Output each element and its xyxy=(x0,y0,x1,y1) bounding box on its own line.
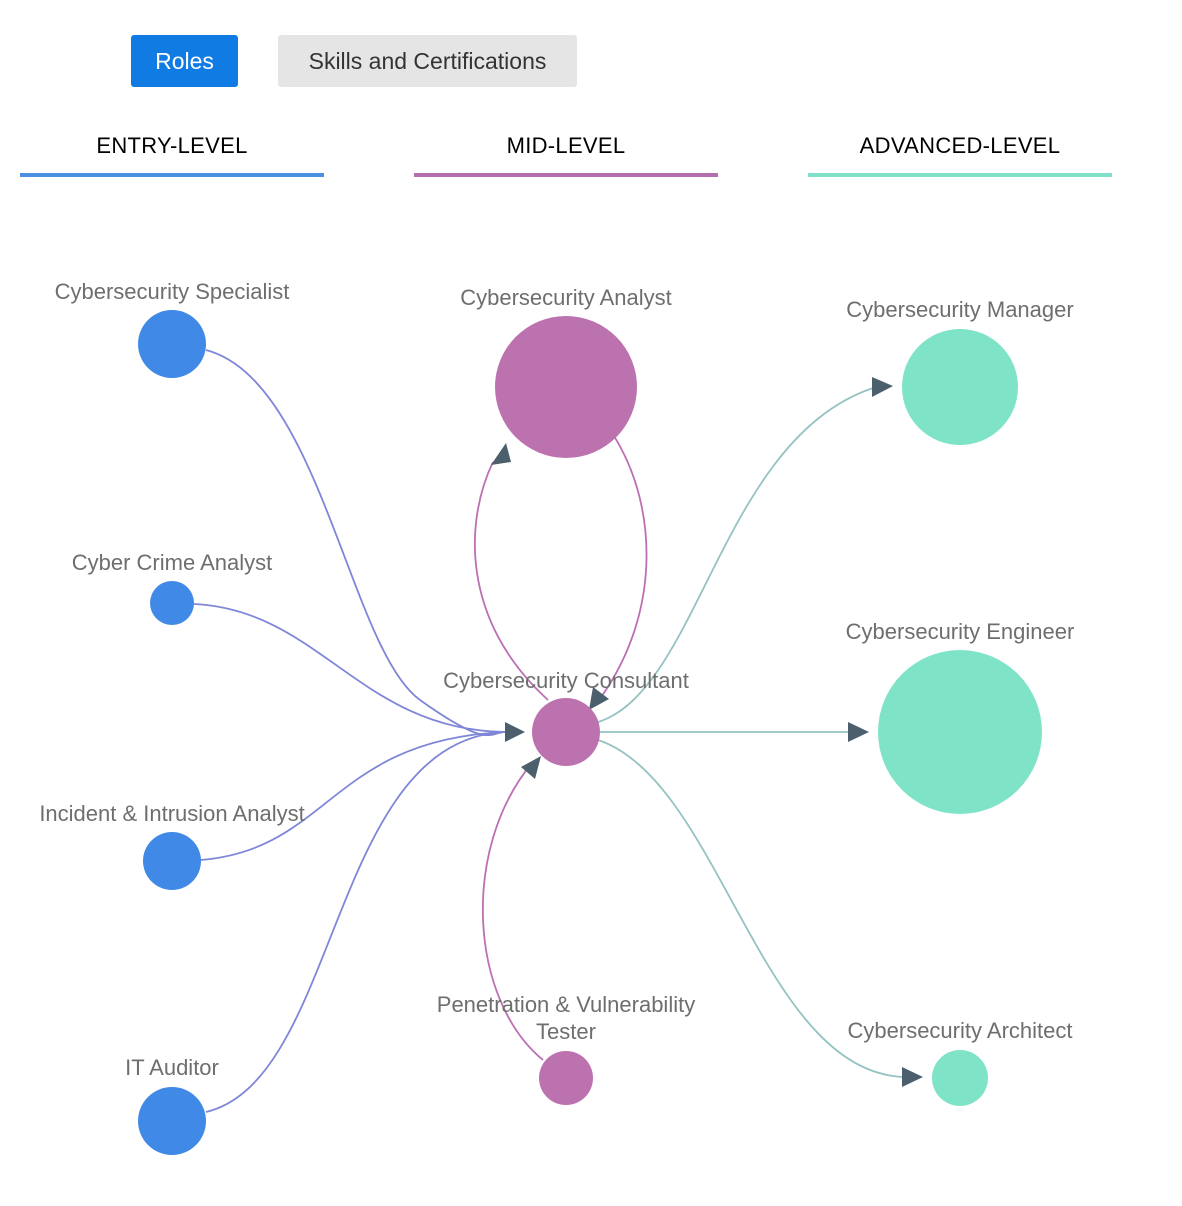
tab-roles[interactable]: Roles xyxy=(131,35,238,87)
edge-crime-to-consultant xyxy=(193,603,506,733)
level-title-entry: ENTRY-LEVEL xyxy=(96,133,248,158)
label-cyber-crime-analyst: Cyber Crime Analyst xyxy=(72,550,273,575)
level-underline-mid xyxy=(414,173,718,177)
arrowhead-into-consultant-from-entry xyxy=(505,722,525,742)
arrowhead-into-analyst xyxy=(491,443,511,465)
label-cybersecurity-manager: Cybersecurity Manager xyxy=(846,297,1073,322)
node-incident-intrusion-analyst[interactable] xyxy=(143,832,201,890)
level-header-entry: ENTRY-LEVEL xyxy=(20,130,324,178)
node-cybersecurity-architect[interactable] xyxy=(932,1050,988,1106)
node-cybersecurity-manager[interactable] xyxy=(902,329,1018,445)
node-cybersecurity-analyst[interactable] xyxy=(495,316,637,458)
node-cybersecurity-consultant[interactable] xyxy=(532,698,600,766)
nodes-layer xyxy=(138,310,1042,1155)
edge-consultant-to-architect xyxy=(597,739,904,1078)
label-cybersecurity-engineer: Cybersecurity Engineer xyxy=(846,619,1075,644)
node-penetration-vulnerability-tester[interactable] xyxy=(539,1051,593,1105)
node-cybersecurity-engineer[interactable] xyxy=(878,650,1042,814)
tab-skills-and-certifications[interactable]: Skills and Certifications xyxy=(278,35,577,87)
arrowhead-into-architect xyxy=(902,1067,923,1087)
node-cybersecurity-specialist[interactable] xyxy=(138,310,206,378)
label-cybersecurity-analyst: Cybersecurity Analyst xyxy=(460,285,672,310)
edge-consultant-to-manager xyxy=(597,387,874,723)
arrowhead-into-consultant-from-analyst xyxy=(589,687,609,710)
label-incident-intrusion-analyst: Incident & Intrusion Analyst xyxy=(39,801,304,826)
label-penetration-vulnerability-tester-line2: Tester xyxy=(536,1019,596,1044)
label-cybersecurity-consultant: Cybersecurity Consultant xyxy=(443,668,689,693)
label-it-auditor: IT Auditor xyxy=(125,1055,219,1080)
label-cybersecurity-specialist: Cybersecurity Specialist xyxy=(55,279,290,304)
node-cyber-crime-analyst[interactable] xyxy=(150,581,194,625)
level-underline-entry xyxy=(20,173,324,177)
edge-analyst-to-consultant xyxy=(595,435,648,705)
level-title-mid: MID-LEVEL xyxy=(506,133,626,158)
edge-incident-to-consultant xyxy=(199,731,506,861)
arrowheads-layer xyxy=(491,377,923,1087)
label-cybersecurity-architect: Cybersecurity Architect xyxy=(848,1018,1073,1043)
labels-layer: Cybersecurity Specialist Cyber Crime Ana… xyxy=(39,279,1074,1080)
level-title-advanced: ADVANCED-LEVEL xyxy=(859,133,1061,158)
level-header-advanced: ADVANCED-LEVEL xyxy=(808,130,1112,178)
edge-auditor-to-consultant xyxy=(205,731,506,1113)
level-underline-advanced xyxy=(808,173,1112,177)
arrowhead-into-consultant-from-pentester xyxy=(521,756,541,779)
node-it-auditor[interactable] xyxy=(138,1087,206,1155)
arrowhead-into-engineer xyxy=(848,722,869,742)
edge-pentester-to-consultant xyxy=(481,762,544,1061)
edges-layer xyxy=(193,349,904,1113)
level-header-mid: MID-LEVEL xyxy=(414,130,718,178)
edge-consultant-to-analyst xyxy=(474,461,549,701)
arrowhead-into-manager xyxy=(872,377,893,397)
label-penetration-vulnerability-tester-line1: Penetration & Vulnerability xyxy=(437,992,695,1017)
